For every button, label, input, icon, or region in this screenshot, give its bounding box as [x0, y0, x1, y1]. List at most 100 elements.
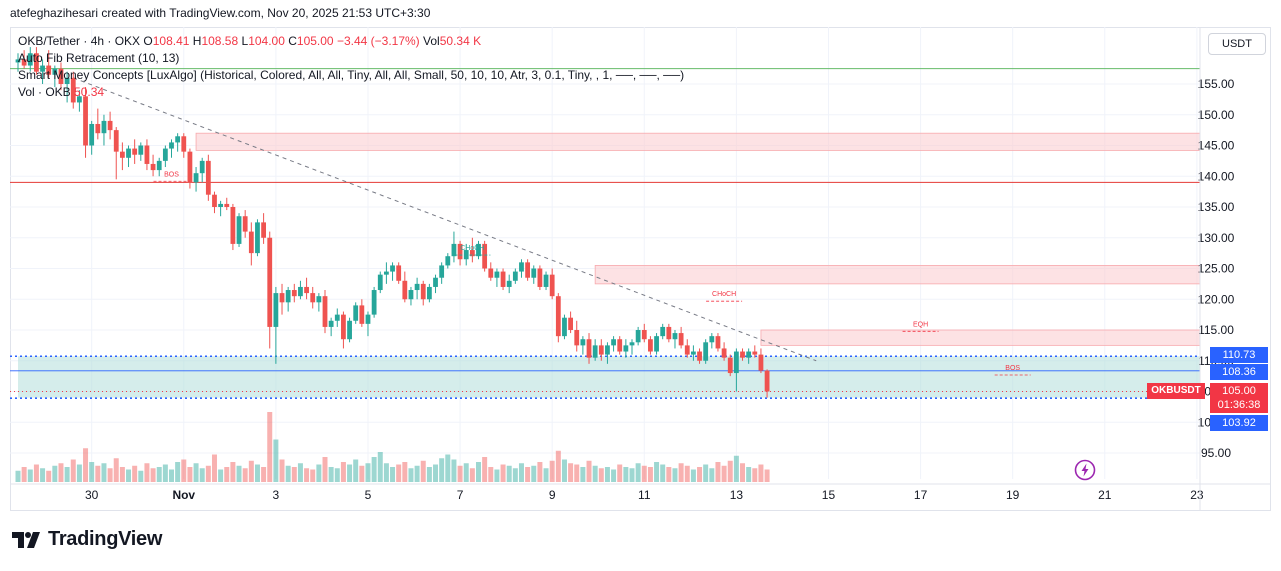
legend-indicator-smc[interactable]: Smart Money Concepts [LuxAlgo] (Historic… — [18, 68, 685, 82]
candle[interactable] — [426, 286, 432, 300]
candle[interactable] — [660, 326, 666, 337]
candle[interactable] — [156, 160, 162, 171]
candle[interactable] — [273, 293, 279, 327]
candle[interactable] — [512, 271, 518, 281]
candle[interactable] — [83, 96, 88, 146]
candle[interactable] — [34, 53, 39, 72]
candle[interactable] — [555, 296, 561, 337]
candle[interactable] — [261, 222, 266, 238]
candle[interactable] — [322, 296, 328, 327]
candle[interactable] — [684, 345, 690, 355]
candle[interactable] — [279, 293, 285, 303]
candle[interactable] — [126, 148, 131, 158]
brand-logo[interactable]: TradingView — [12, 528, 162, 551]
candle[interactable] — [236, 216, 242, 244]
candle[interactable] — [132, 148, 138, 155]
candle[interactable] — [691, 351, 696, 355]
candle[interactable] — [70, 77, 76, 103]
candle[interactable] — [58, 68, 64, 84]
candle[interactable] — [21, 59, 27, 66]
legend-symbol[interactable]: OKB/Tether · 4h · OKX — [18, 34, 141, 48]
currency-button[interactable]: USDT — [1208, 33, 1266, 55]
candle[interactable] — [494, 271, 500, 278]
candle[interactable] — [408, 290, 414, 300]
candle[interactable] — [162, 148, 168, 161]
candle[interactable] — [390, 265, 395, 272]
fib-trend-line[interactable] — [73, 77, 817, 362]
candle[interactable] — [648, 339, 653, 352]
candle[interactable] — [733, 351, 739, 374]
candle[interactable] — [672, 333, 678, 340]
candle[interactable] — [199, 160, 205, 174]
candle[interactable] — [445, 256, 451, 266]
candle[interactable] — [107, 120, 113, 131]
candle[interactable] — [212, 194, 217, 207]
candle[interactable] — [469, 250, 475, 257]
candle[interactable] — [709, 336, 715, 343]
candle[interactable] — [758, 354, 764, 371]
candle[interactable] — [377, 274, 383, 291]
candle[interactable] — [193, 173, 199, 183]
candle[interactable] — [150, 163, 156, 171]
candle[interactable] — [598, 345, 604, 355]
candle[interactable] — [439, 265, 445, 278]
candle[interactable] — [218, 203, 224, 207]
candle[interactable] — [187, 151, 193, 183]
candle[interactable] — [641, 330, 647, 340]
candle[interactable] — [285, 290, 291, 303]
candle[interactable] — [77, 96, 82, 103]
candle[interactable] — [255, 222, 260, 254]
candle[interactable] — [500, 271, 506, 287]
candle[interactable] — [46, 65, 52, 75]
candle[interactable] — [341, 314, 346, 340]
candle[interactable] — [384, 271, 389, 275]
candle[interactable] — [267, 237, 273, 327]
candle[interactable] — [64, 77, 70, 84]
candle[interactable] — [119, 151, 125, 158]
candle[interactable] — [353, 305, 359, 321]
candle[interactable] — [482, 243, 488, 269]
candle[interactable] — [169, 142, 174, 149]
lightning-alert-icon[interactable] — [1074, 459, 1096, 481]
candle[interactable] — [334, 314, 340, 321]
candle[interactable] — [365, 314, 371, 324]
candle[interactable] — [205, 160, 211, 195]
candle[interactable] — [549, 274, 555, 297]
candle[interactable] — [113, 130, 119, 152]
candle[interactable] — [666, 326, 672, 340]
candle[interactable] — [310, 293, 316, 303]
candle[interactable] — [304, 286, 309, 294]
candle[interactable] — [697, 351, 702, 361]
legend-indicator-fib[interactable]: Auto Fib Retracement (10, 13) — [18, 51, 180, 65]
candle[interactable] — [611, 339, 616, 346]
candle[interactable] — [248, 231, 254, 254]
candle[interactable] — [752, 351, 758, 355]
candle[interactable] — [746, 351, 752, 358]
candle[interactable] — [15, 59, 21, 63]
candle[interactable] — [506, 280, 512, 287]
candle[interactable] — [476, 243, 481, 257]
candle[interactable] — [580, 339, 586, 346]
candle[interactable] — [623, 345, 629, 352]
candle[interactable] — [291, 290, 297, 297]
candle[interactable] — [715, 336, 721, 349]
candle[interactable] — [371, 290, 377, 315]
candle[interactable] — [543, 274, 549, 287]
candle[interactable] — [181, 136, 187, 152]
candle[interactable] — [347, 320, 352, 340]
candle[interactable] — [359, 305, 365, 324]
candle[interactable] — [519, 262, 524, 272]
candle[interactable] — [586, 339, 592, 358]
candle[interactable] — [629, 342, 635, 346]
candle[interactable] — [40, 65, 45, 72]
candle[interactable] — [703, 342, 709, 361]
candle[interactable] — [316, 296, 322, 303]
candle[interactable] — [605, 345, 610, 355]
candle[interactable] — [175, 136, 181, 143]
candle[interactable] — [654, 336, 659, 352]
candle[interactable] — [574, 330, 580, 346]
candle[interactable] — [488, 268, 494, 278]
candle[interactable] — [457, 243, 463, 260]
candle[interactable] — [525, 262, 531, 278]
candle[interactable] — [531, 268, 537, 278]
